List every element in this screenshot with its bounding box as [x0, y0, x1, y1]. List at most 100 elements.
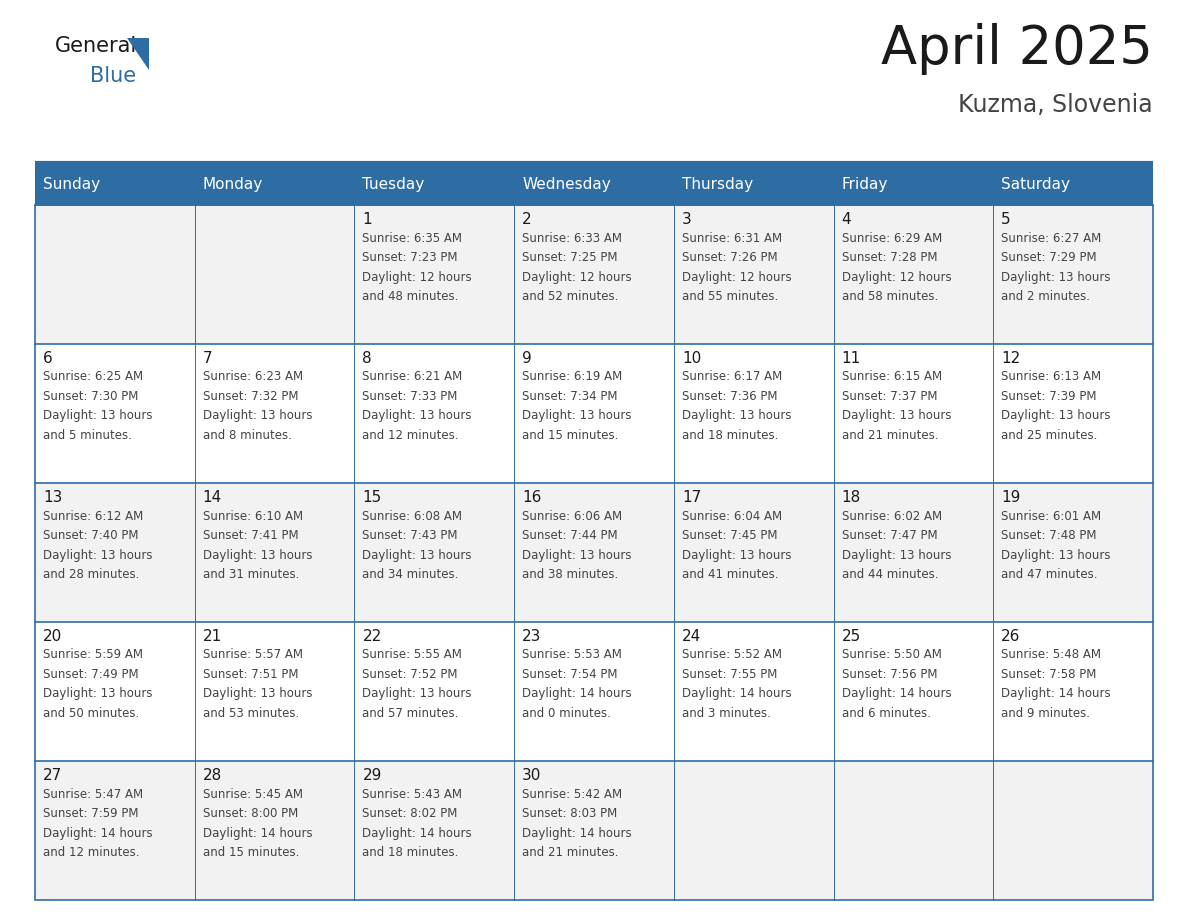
- Text: and 2 minutes.: and 2 minutes.: [1001, 290, 1091, 303]
- Text: Daylight: 13 hours: Daylight: 13 hours: [682, 548, 791, 562]
- Text: and 41 minutes.: and 41 minutes.: [682, 568, 778, 581]
- Text: and 53 minutes.: and 53 minutes.: [203, 707, 299, 720]
- Text: Daylight: 13 hours: Daylight: 13 hours: [841, 409, 952, 422]
- Text: Sunset: 7:36 PM: Sunset: 7:36 PM: [682, 390, 777, 403]
- Text: Daylight: 14 hours: Daylight: 14 hours: [523, 826, 632, 839]
- Text: Sunset: 7:37 PM: Sunset: 7:37 PM: [841, 390, 937, 403]
- Bar: [34, 205, 1154, 900]
- Text: Daylight: 12 hours: Daylight: 12 hours: [841, 271, 952, 284]
- Text: Daylight: 13 hours: Daylight: 13 hours: [362, 409, 472, 422]
- Text: Sunset: 7:41 PM: Sunset: 7:41 PM: [203, 529, 298, 542]
- Text: and 12 minutes.: and 12 minutes.: [43, 846, 139, 859]
- Text: and 18 minutes.: and 18 minutes.: [682, 429, 778, 442]
- Text: Daylight: 13 hours: Daylight: 13 hours: [203, 548, 312, 562]
- Text: Daylight: 13 hours: Daylight: 13 hours: [43, 548, 152, 562]
- Text: Daylight: 13 hours: Daylight: 13 hours: [1001, 271, 1111, 284]
- Text: Sunrise: 5:42 AM: Sunrise: 5:42 AM: [523, 788, 623, 800]
- Text: Sunrise: 5:55 AM: Sunrise: 5:55 AM: [362, 648, 462, 662]
- Text: Sunrise: 5:59 AM: Sunrise: 5:59 AM: [43, 648, 143, 662]
- Text: 2: 2: [523, 212, 532, 227]
- Text: Sunrise: 6:29 AM: Sunrise: 6:29 AM: [841, 231, 942, 244]
- Text: and 8 minutes.: and 8 minutes.: [203, 429, 291, 442]
- Text: and 3 minutes.: and 3 minutes.: [682, 707, 771, 720]
- Text: 9: 9: [523, 351, 532, 366]
- Text: and 52 minutes.: and 52 minutes.: [523, 290, 619, 303]
- Text: Blue: Blue: [90, 66, 137, 86]
- Text: Sunset: 7:52 PM: Sunset: 7:52 PM: [362, 668, 457, 681]
- Text: Kuzma, Slovenia: Kuzma, Slovenia: [959, 93, 1154, 117]
- Text: 15: 15: [362, 490, 381, 505]
- Text: Sunrise: 6:21 AM: Sunrise: 6:21 AM: [362, 371, 462, 384]
- Text: Daylight: 12 hours: Daylight: 12 hours: [523, 271, 632, 284]
- Text: Sunrise: 6:04 AM: Sunrise: 6:04 AM: [682, 509, 782, 522]
- Text: Daylight: 14 hours: Daylight: 14 hours: [682, 688, 791, 700]
- Text: 28: 28: [203, 768, 222, 783]
- Bar: [34, 205, 1154, 344]
- Text: Saturday: Saturday: [1001, 176, 1070, 192]
- Text: Daylight: 14 hours: Daylight: 14 hours: [43, 826, 152, 839]
- Text: and 9 minutes.: and 9 minutes.: [1001, 707, 1091, 720]
- Text: Sunset: 7:32 PM: Sunset: 7:32 PM: [203, 390, 298, 403]
- Text: 4: 4: [841, 212, 851, 227]
- Text: Sunday: Sunday: [43, 176, 100, 192]
- Text: and 21 minutes.: and 21 minutes.: [523, 846, 619, 859]
- Text: 21: 21: [203, 629, 222, 644]
- Text: Daylight: 12 hours: Daylight: 12 hours: [362, 271, 472, 284]
- Text: Sunrise: 6:01 AM: Sunrise: 6:01 AM: [1001, 509, 1101, 522]
- Text: and 5 minutes.: and 5 minutes.: [43, 429, 132, 442]
- Bar: [34, 761, 1154, 900]
- Bar: [34, 622, 1154, 761]
- Text: 7: 7: [203, 351, 213, 366]
- Text: and 48 minutes.: and 48 minutes.: [362, 290, 459, 303]
- Text: and 47 minutes.: and 47 minutes.: [1001, 568, 1098, 581]
- Text: Sunset: 7:33 PM: Sunset: 7:33 PM: [362, 390, 457, 403]
- Text: Tuesday: Tuesday: [362, 176, 424, 192]
- Text: Daylight: 13 hours: Daylight: 13 hours: [203, 409, 312, 422]
- Text: Daylight: 13 hours: Daylight: 13 hours: [203, 688, 312, 700]
- Text: Sunset: 7:59 PM: Sunset: 7:59 PM: [43, 807, 139, 820]
- Text: Sunrise: 5:53 AM: Sunrise: 5:53 AM: [523, 648, 623, 662]
- Text: 24: 24: [682, 629, 701, 644]
- Text: Sunrise: 6:06 AM: Sunrise: 6:06 AM: [523, 509, 623, 522]
- Text: 19: 19: [1001, 490, 1020, 505]
- Text: and 34 minutes.: and 34 minutes.: [362, 568, 459, 581]
- Text: April 2025: April 2025: [881, 23, 1154, 75]
- Text: 25: 25: [841, 629, 861, 644]
- Text: Daylight: 13 hours: Daylight: 13 hours: [362, 548, 472, 562]
- Text: and 55 minutes.: and 55 minutes.: [682, 290, 778, 303]
- Text: and 15 minutes.: and 15 minutes.: [523, 429, 619, 442]
- Text: Sunrise: 6:33 AM: Sunrise: 6:33 AM: [523, 231, 623, 244]
- Text: Sunset: 7:54 PM: Sunset: 7:54 PM: [523, 668, 618, 681]
- Text: Sunrise: 6:12 AM: Sunrise: 6:12 AM: [43, 509, 144, 522]
- Text: 29: 29: [362, 768, 381, 783]
- Text: 8: 8: [362, 351, 372, 366]
- Text: Sunset: 8:00 PM: Sunset: 8:00 PM: [203, 807, 298, 820]
- Text: Sunrise: 5:52 AM: Sunrise: 5:52 AM: [682, 648, 782, 662]
- Text: and 44 minutes.: and 44 minutes.: [841, 568, 939, 581]
- Text: 22: 22: [362, 629, 381, 644]
- Text: Sunrise: 6:08 AM: Sunrise: 6:08 AM: [362, 509, 462, 522]
- Text: Sunrise: 6:27 AM: Sunrise: 6:27 AM: [1001, 231, 1101, 244]
- Text: and 58 minutes.: and 58 minutes.: [841, 290, 937, 303]
- Text: Daylight: 13 hours: Daylight: 13 hours: [841, 548, 952, 562]
- Polygon shape: [127, 38, 148, 70]
- Text: Wednesday: Wednesday: [523, 176, 611, 192]
- Text: Sunset: 7:30 PM: Sunset: 7:30 PM: [43, 390, 138, 403]
- Text: Daylight: 13 hours: Daylight: 13 hours: [362, 688, 472, 700]
- Text: 14: 14: [203, 490, 222, 505]
- Text: Sunrise: 6:17 AM: Sunrise: 6:17 AM: [682, 371, 782, 384]
- Text: Sunrise: 6:19 AM: Sunrise: 6:19 AM: [523, 371, 623, 384]
- Text: and 31 minutes.: and 31 minutes.: [203, 568, 299, 581]
- Bar: [34, 483, 1154, 622]
- Text: Sunset: 7:49 PM: Sunset: 7:49 PM: [43, 668, 139, 681]
- Text: Monday: Monday: [203, 176, 263, 192]
- Text: and 21 minutes.: and 21 minutes.: [841, 429, 939, 442]
- Text: Sunset: 8:03 PM: Sunset: 8:03 PM: [523, 807, 618, 820]
- Text: 11: 11: [841, 351, 861, 366]
- Text: Sunset: 7:39 PM: Sunset: 7:39 PM: [1001, 390, 1097, 403]
- Text: 27: 27: [43, 768, 62, 783]
- Text: Daylight: 13 hours: Daylight: 13 hours: [682, 409, 791, 422]
- Text: Daylight: 14 hours: Daylight: 14 hours: [1001, 688, 1111, 700]
- Text: Sunrise: 6:15 AM: Sunrise: 6:15 AM: [841, 371, 942, 384]
- Text: 17: 17: [682, 490, 701, 505]
